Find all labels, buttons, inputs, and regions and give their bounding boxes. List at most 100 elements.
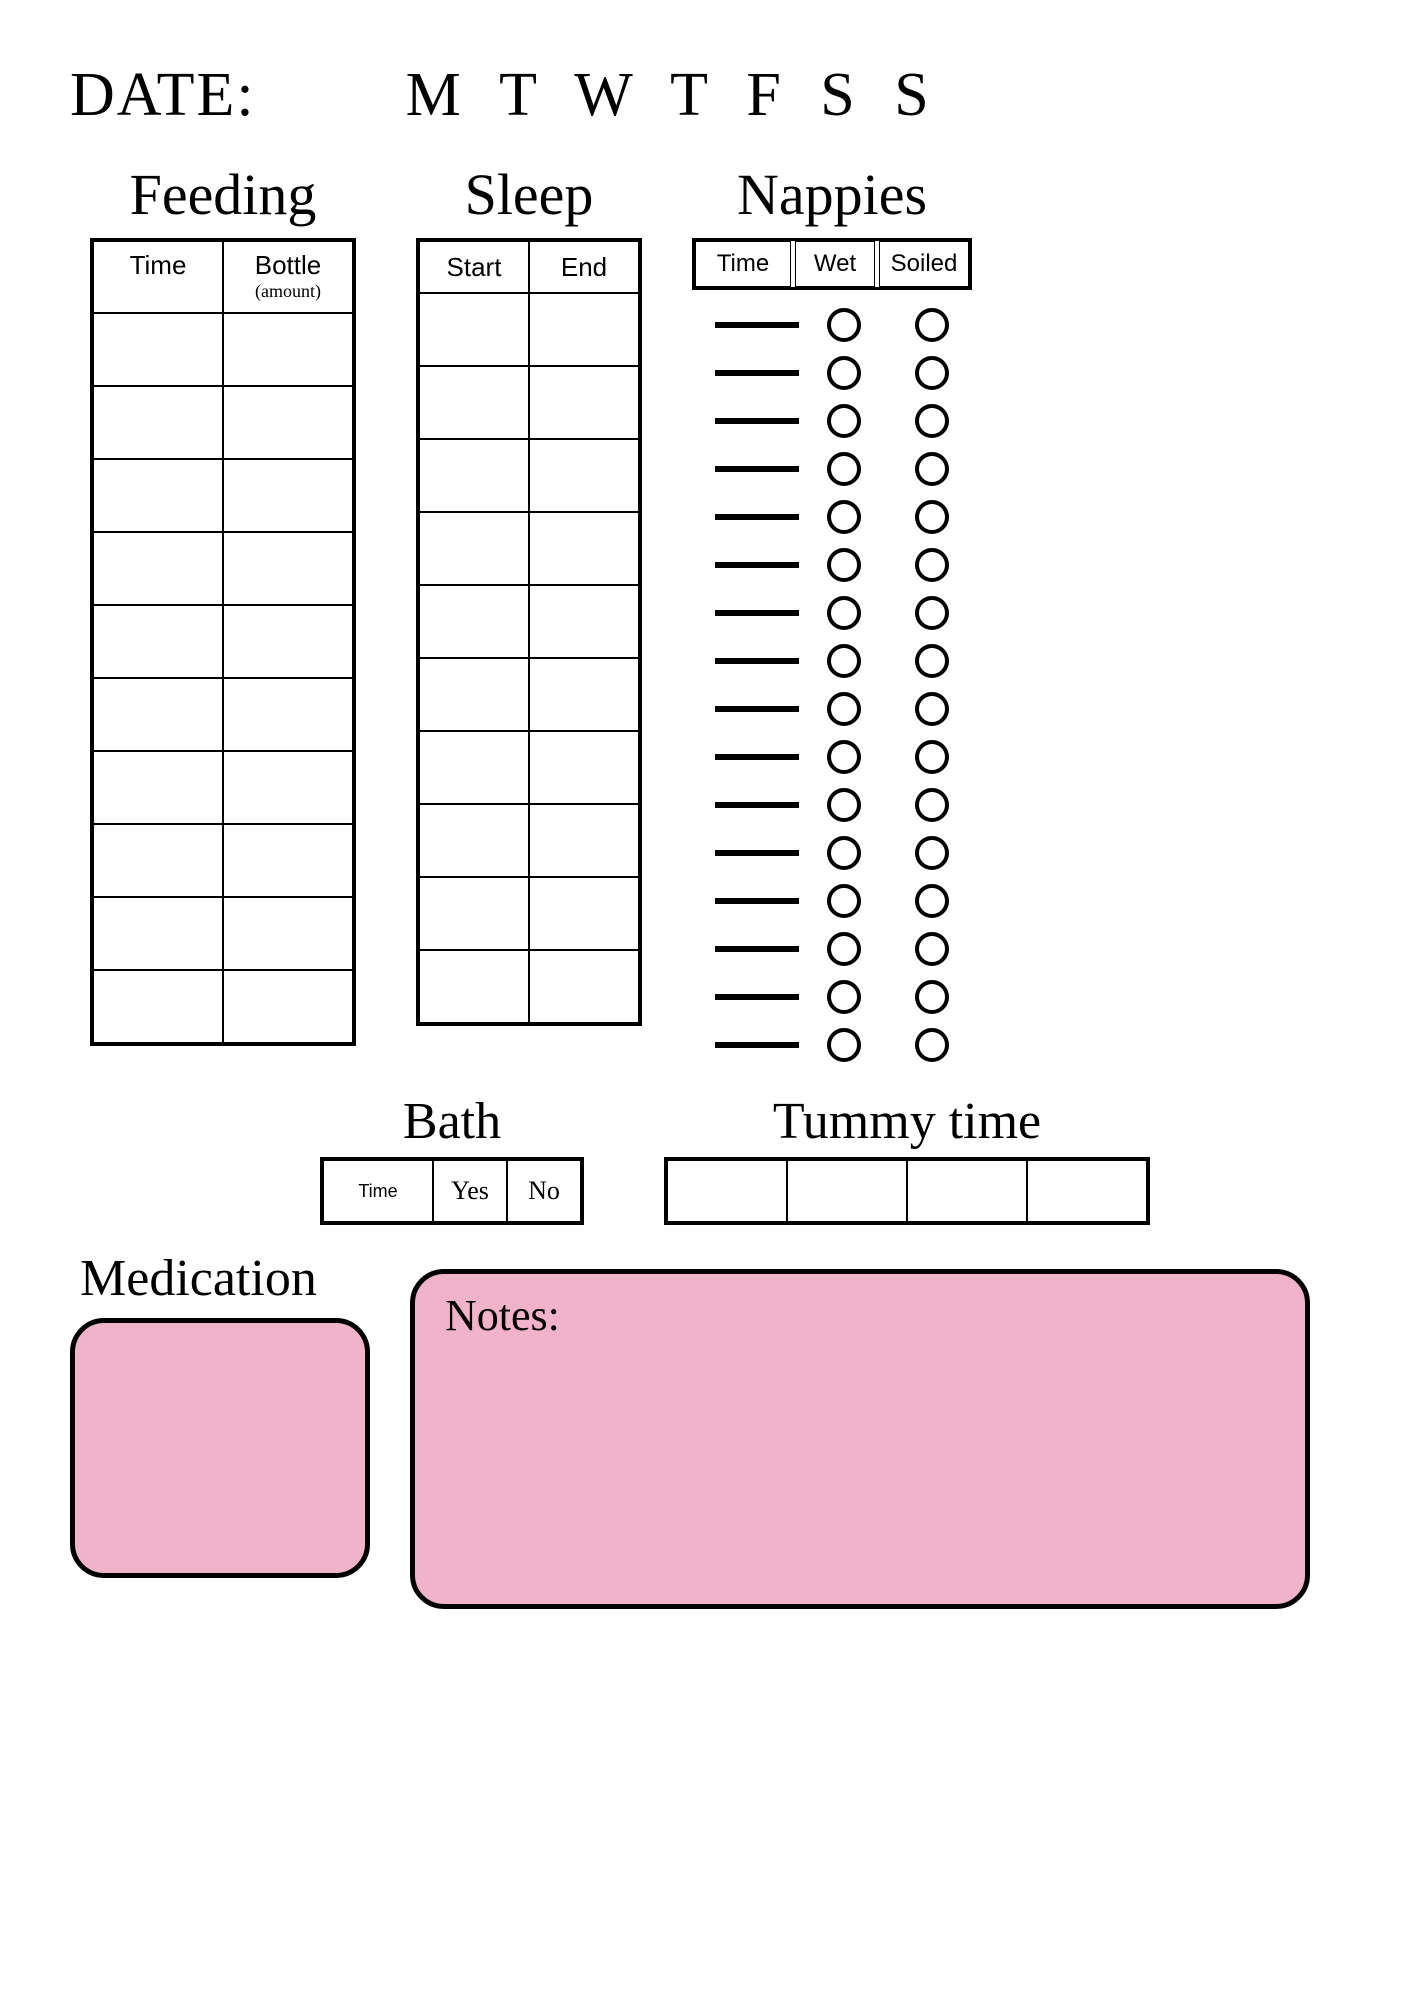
sleep-end-cell[interactable] (529, 585, 639, 658)
sleep-start-cell[interactable] (419, 950, 529, 1023)
nappies-soiled-circle[interactable] (915, 548, 949, 582)
nappies-time-line[interactable] (715, 994, 799, 1000)
nappies-wet-circle[interactable] (827, 836, 861, 870)
nappies-wet-circle[interactable] (827, 788, 861, 822)
sleep-end-cell[interactable] (529, 804, 639, 877)
feeding-bottle-cell[interactable] (223, 605, 353, 678)
sleep-start-cell[interactable] (419, 512, 529, 585)
sleep-end-cell[interactable] (529, 731, 639, 804)
nappies-time-line[interactable] (715, 466, 799, 472)
nappies-wet-circle[interactable] (827, 356, 861, 390)
nappies-time-line[interactable] (715, 850, 799, 856)
nappies-wet-circle[interactable] (827, 884, 861, 918)
tummy-time-cell[interactable] (787, 1160, 907, 1222)
tummy-time-cell[interactable] (667, 1160, 787, 1222)
bath-header-yes[interactable]: Yes (433, 1160, 507, 1222)
nappies-time-line[interactable] (715, 802, 799, 808)
feeding-bottle-cell[interactable] (223, 459, 353, 532)
nappies-wet-circle[interactable] (827, 548, 861, 582)
nappies-time-line[interactable] (715, 370, 799, 376)
sleep-end-cell[interactable] (529, 877, 639, 950)
sleep-end-cell[interactable] (529, 512, 639, 585)
notes-box[interactable]: Notes: (410, 1269, 1310, 1609)
nappies-soiled-circle[interactable] (915, 404, 949, 438)
nappies-wet-circle[interactable] (827, 692, 861, 726)
sleep-end-cell[interactable] (529, 366, 639, 439)
nappies-time-line[interactable] (715, 562, 799, 568)
nappies-wet-circle[interactable] (827, 500, 861, 534)
nappies-wet-circle[interactable] (827, 308, 861, 342)
feeding-bottle-cell[interactable] (223, 532, 353, 605)
tummy-time-cell[interactable] (1027, 1160, 1147, 1222)
bath-header-time[interactable]: Time (323, 1160, 433, 1222)
nappies-soiled-circle[interactable] (915, 932, 949, 966)
feeding-bottle-cell[interactable] (223, 824, 353, 897)
nappies-soiled-circle[interactable] (915, 788, 949, 822)
nappies-header-time: Time (695, 241, 791, 287)
nappies-time-line[interactable] (715, 898, 799, 904)
nappies-soiled-circle[interactable] (915, 692, 949, 726)
nappies-time-line[interactable] (715, 706, 799, 712)
weekday-letters[interactable]: M T W T F S S (406, 60, 941, 131)
nappies-wet-circle[interactable] (827, 1028, 861, 1062)
sleep-start-cell[interactable] (419, 439, 529, 512)
nappies-wet-circle[interactable] (827, 452, 861, 486)
nappies-wet-circle[interactable] (827, 980, 861, 1014)
sleep-start-cell[interactable] (419, 585, 529, 658)
sleep-end-cell[interactable] (529, 439, 639, 512)
feeding-time-cell[interactable] (93, 532, 223, 605)
feeding-time-cell[interactable] (93, 313, 223, 386)
nappies-soiled-circle[interactable] (915, 356, 949, 390)
feeding-bottle-cell[interactable] (223, 751, 353, 824)
nappies-soiled-circle[interactable] (915, 884, 949, 918)
feeding-time-cell[interactable] (93, 386, 223, 459)
feeding-bottle-cell[interactable] (223, 678, 353, 751)
feeding-time-cell[interactable] (93, 459, 223, 532)
nappies-wet-circle[interactable] (827, 644, 861, 678)
feeding-time-cell[interactable] (93, 605, 223, 678)
sleep-end-cell[interactable] (529, 658, 639, 731)
feeding-time-cell[interactable] (93, 751, 223, 824)
nappies-time-line[interactable] (715, 754, 799, 760)
sleep-start-cell[interactable] (419, 366, 529, 439)
nappies-soiled-circle[interactable] (915, 596, 949, 630)
nappies-soiled-circle[interactable] (915, 1028, 949, 1062)
feeding-time-cell[interactable] (93, 824, 223, 897)
medication-block: Medication (70, 1249, 370, 1578)
sleep-start-cell[interactable] (419, 731, 529, 804)
nappies-soiled-circle[interactable] (915, 980, 949, 1014)
sleep-start-cell[interactable] (419, 804, 529, 877)
nappies-soiled-circle[interactable] (915, 644, 949, 678)
medication-box[interactable] (70, 1318, 370, 1578)
feeding-bottle-cell[interactable] (223, 386, 353, 459)
sleep-start-cell[interactable] (419, 658, 529, 731)
nappies-soiled-circle[interactable] (915, 836, 949, 870)
nappies-wet-circle[interactable] (827, 932, 861, 966)
nappies-time-line[interactable] (715, 322, 799, 328)
tummy-time-cell[interactable] (907, 1160, 1027, 1222)
feeding-time-cell[interactable] (93, 897, 223, 970)
nappies-time-line[interactable] (715, 418, 799, 424)
nappies-time-line[interactable] (715, 514, 799, 520)
sleep-start-cell[interactable] (419, 293, 529, 366)
feeding-bottle-cell[interactable] (223, 313, 353, 386)
bath-header-no[interactable]: No (507, 1160, 581, 1222)
sleep-start-cell[interactable] (419, 877, 529, 950)
nappies-time-line[interactable] (715, 946, 799, 952)
sleep-end-cell[interactable] (529, 950, 639, 1023)
nappies-time-line[interactable] (715, 610, 799, 616)
feeding-bottle-cell[interactable] (223, 970, 353, 1043)
nappies-soiled-circle[interactable] (915, 500, 949, 534)
feeding-time-cell[interactable] (93, 678, 223, 751)
nappies-soiled-circle[interactable] (915, 740, 949, 774)
nappies-soiled-circle[interactable] (915, 452, 949, 486)
feeding-time-cell[interactable] (93, 970, 223, 1043)
nappies-wet-circle[interactable] (827, 596, 861, 630)
nappies-wet-circle[interactable] (827, 740, 861, 774)
nappies-time-line[interactable] (715, 658, 799, 664)
nappies-wet-circle[interactable] (827, 404, 861, 438)
nappies-time-line[interactable] (715, 1042, 799, 1048)
nappies-soiled-circle[interactable] (915, 308, 949, 342)
feeding-bottle-cell[interactable] (223, 897, 353, 970)
sleep-end-cell[interactable] (529, 293, 639, 366)
